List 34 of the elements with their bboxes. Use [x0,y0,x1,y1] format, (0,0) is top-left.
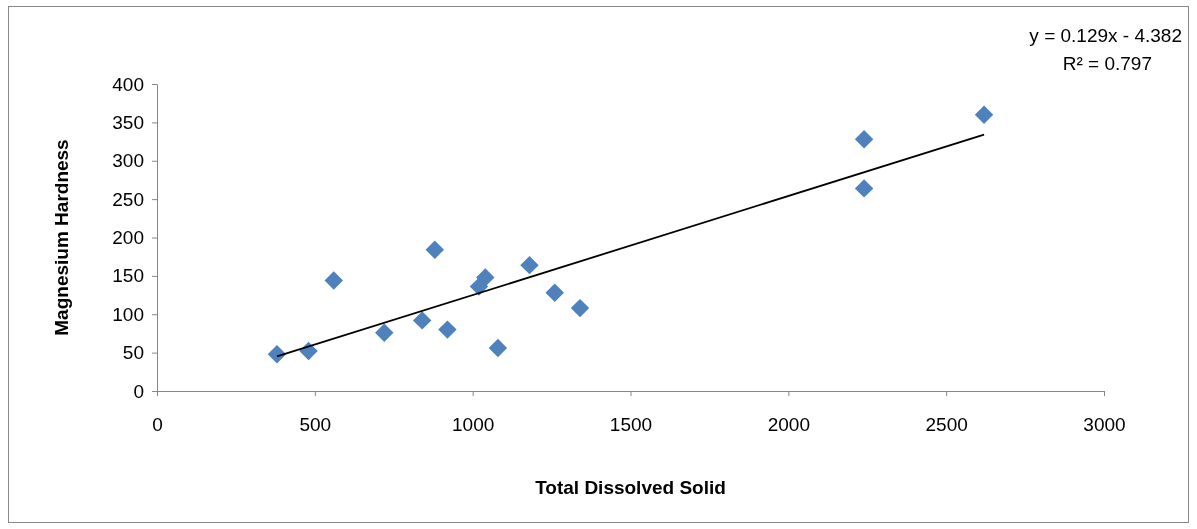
point [267,344,287,364]
x-tick-label: 1500 [609,414,653,436]
y-tick-label: 50 [122,342,144,364]
y-tick-label: 300 [112,150,144,172]
y-tick-label: 0 [133,380,144,402]
point [476,268,495,287]
y-tick-label: 250 [112,188,144,210]
text: y = 0.129x - 4.382 [1029,25,1182,46]
point [324,271,343,290]
point [545,283,564,302]
point [375,323,394,342]
point [488,338,508,358]
text: R² = 0.797 [1062,53,1152,74]
point [974,105,994,124]
point [854,179,874,198]
x-tick-label: 0 [152,414,163,436]
y-tick-label: 200 [112,227,144,249]
x-tick-label: 2000 [767,414,810,436]
point [438,320,457,339]
x-tick-label: 2500 [925,414,968,436]
point [570,298,590,318]
y-axis-title: Magnesium Hardness [51,139,72,336]
x-tick-label: 3000 [1083,414,1126,436]
point [412,311,432,330]
point [854,130,874,149]
x-axis-title: Total Dissolved Solid [535,477,726,498]
point [425,240,445,259]
y-tick-label: 350 [112,111,144,133]
x-tick-label: 1000 [452,414,495,436]
x-tick-label: 500 [299,414,332,436]
y-tick-label: 400 [112,73,144,95]
point [520,255,539,275]
y-tick-label: 100 [112,303,144,325]
y-tick-label: 150 [112,265,144,287]
